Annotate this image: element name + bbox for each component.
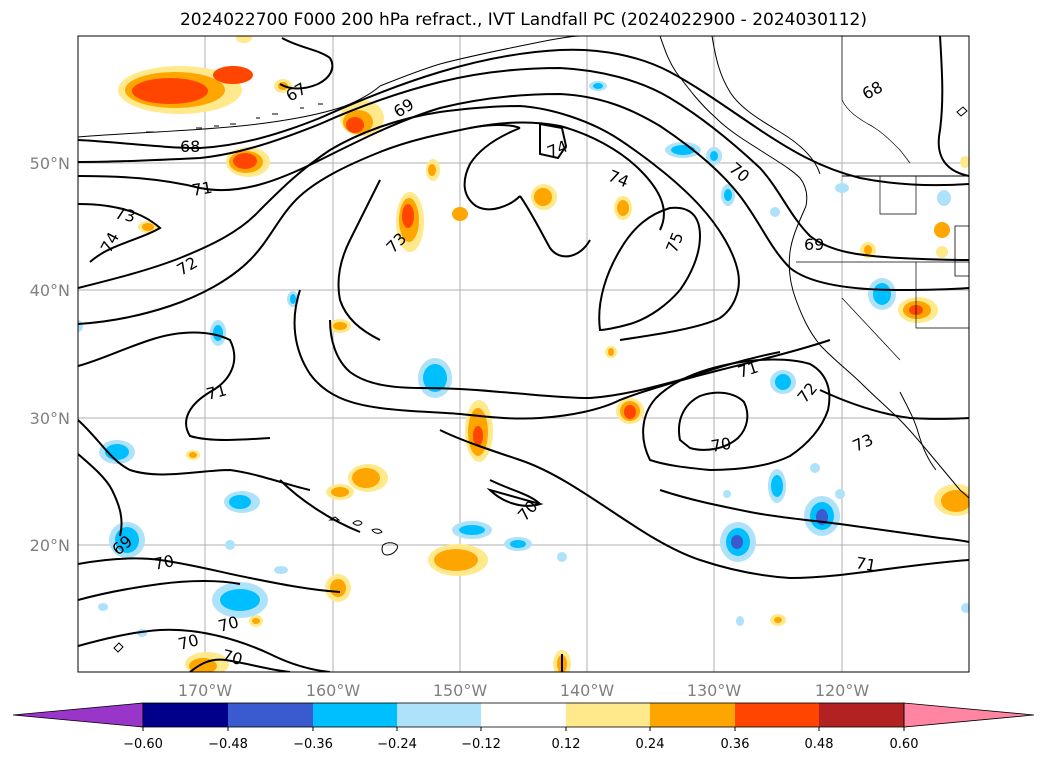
colorbar-ticks — [142, 727, 905, 731]
colorbar-segment — [566, 703, 650, 727]
colorbar: −0.60 −0.48 −0.36 −0.24 −0.12 0.12 0.24 … — [12, 702, 1035, 752]
colorbar-tick-label: −0.12 — [461, 737, 501, 752]
lon-label: 170°W — [178, 681, 233, 700]
refractivity-contours — [78, 36, 969, 672]
colorbar-tick-label: 0.60 — [890, 737, 919, 752]
colorbar-max-extension — [903, 702, 1035, 728]
colorbar-segment — [819, 703, 904, 727]
contour-label: 71 — [190, 178, 213, 200]
lon-label: 120°W — [815, 681, 870, 700]
colorbar-segment — [735, 703, 819, 727]
map-frame — [77, 35, 970, 673]
contour-label: 69 — [804, 235, 824, 254]
positive-anomaly-shading — [118, 36, 969, 672]
colorbar-segment — [313, 703, 397, 727]
contour-label: 70 — [216, 612, 241, 636]
colorbar-tick-label: −0.36 — [293, 737, 333, 752]
latitude-labels: 50°N 40°N 30°N 20°N — [30, 154, 70, 555]
lon-label: 140°W — [560, 681, 615, 700]
colorbar-tick-label: −0.48 — [208, 737, 248, 752]
colorbar-tick-label: 0.24 — [636, 737, 665, 752]
map-plot-area: 67 69 68 71 73 74 72 73 74 74 75 70 69 6… — [78, 36, 969, 672]
contour-label: 71 — [854, 553, 877, 575]
contour-label: 73 — [113, 203, 137, 226]
lat-label: 30°N — [30, 409, 70, 428]
colorbar-min-extension — [12, 702, 144, 728]
colorbar-segment — [228, 703, 313, 727]
lat-label: 40°N — [30, 281, 70, 300]
colorbar-tick-label: −0.60 — [123, 737, 163, 752]
colorbar-segment — [481, 703, 566, 727]
lat-label: 20°N — [30, 536, 70, 555]
lon-label: 130°W — [687, 681, 742, 700]
colorbar-tick-label: 0.48 — [805, 737, 834, 752]
colorbar-tick-label: −0.24 — [377, 737, 417, 752]
contour-label: 70 — [152, 551, 176, 574]
lat-label: 50°N — [30, 154, 70, 173]
colorbar-tick-label: 0.12 — [552, 737, 581, 752]
colorbar-tick-label: 0.36 — [721, 737, 750, 752]
colorbar-segment — [397, 703, 481, 727]
map-title: 2024022700 F000 200 hPa refract., IVT La… — [179, 10, 867, 30]
colorbar-segment — [650, 703, 735, 727]
contour-label: 70 — [709, 434, 732, 456]
colorbar-segment — [143, 703, 228, 727]
contour-label: 68 — [180, 137, 200, 156]
contour-label: 70 — [176, 630, 201, 654]
lon-label: 160°W — [306, 681, 361, 700]
colorbar-outline — [142, 702, 905, 728]
longitude-labels: 170°W 160°W 150°W 140°W 130°W 120°W — [178, 681, 870, 700]
contour-label: 70 — [220, 646, 245, 670]
lon-label: 150°W — [433, 681, 488, 700]
contour-label: 71 — [204, 380, 229, 404]
